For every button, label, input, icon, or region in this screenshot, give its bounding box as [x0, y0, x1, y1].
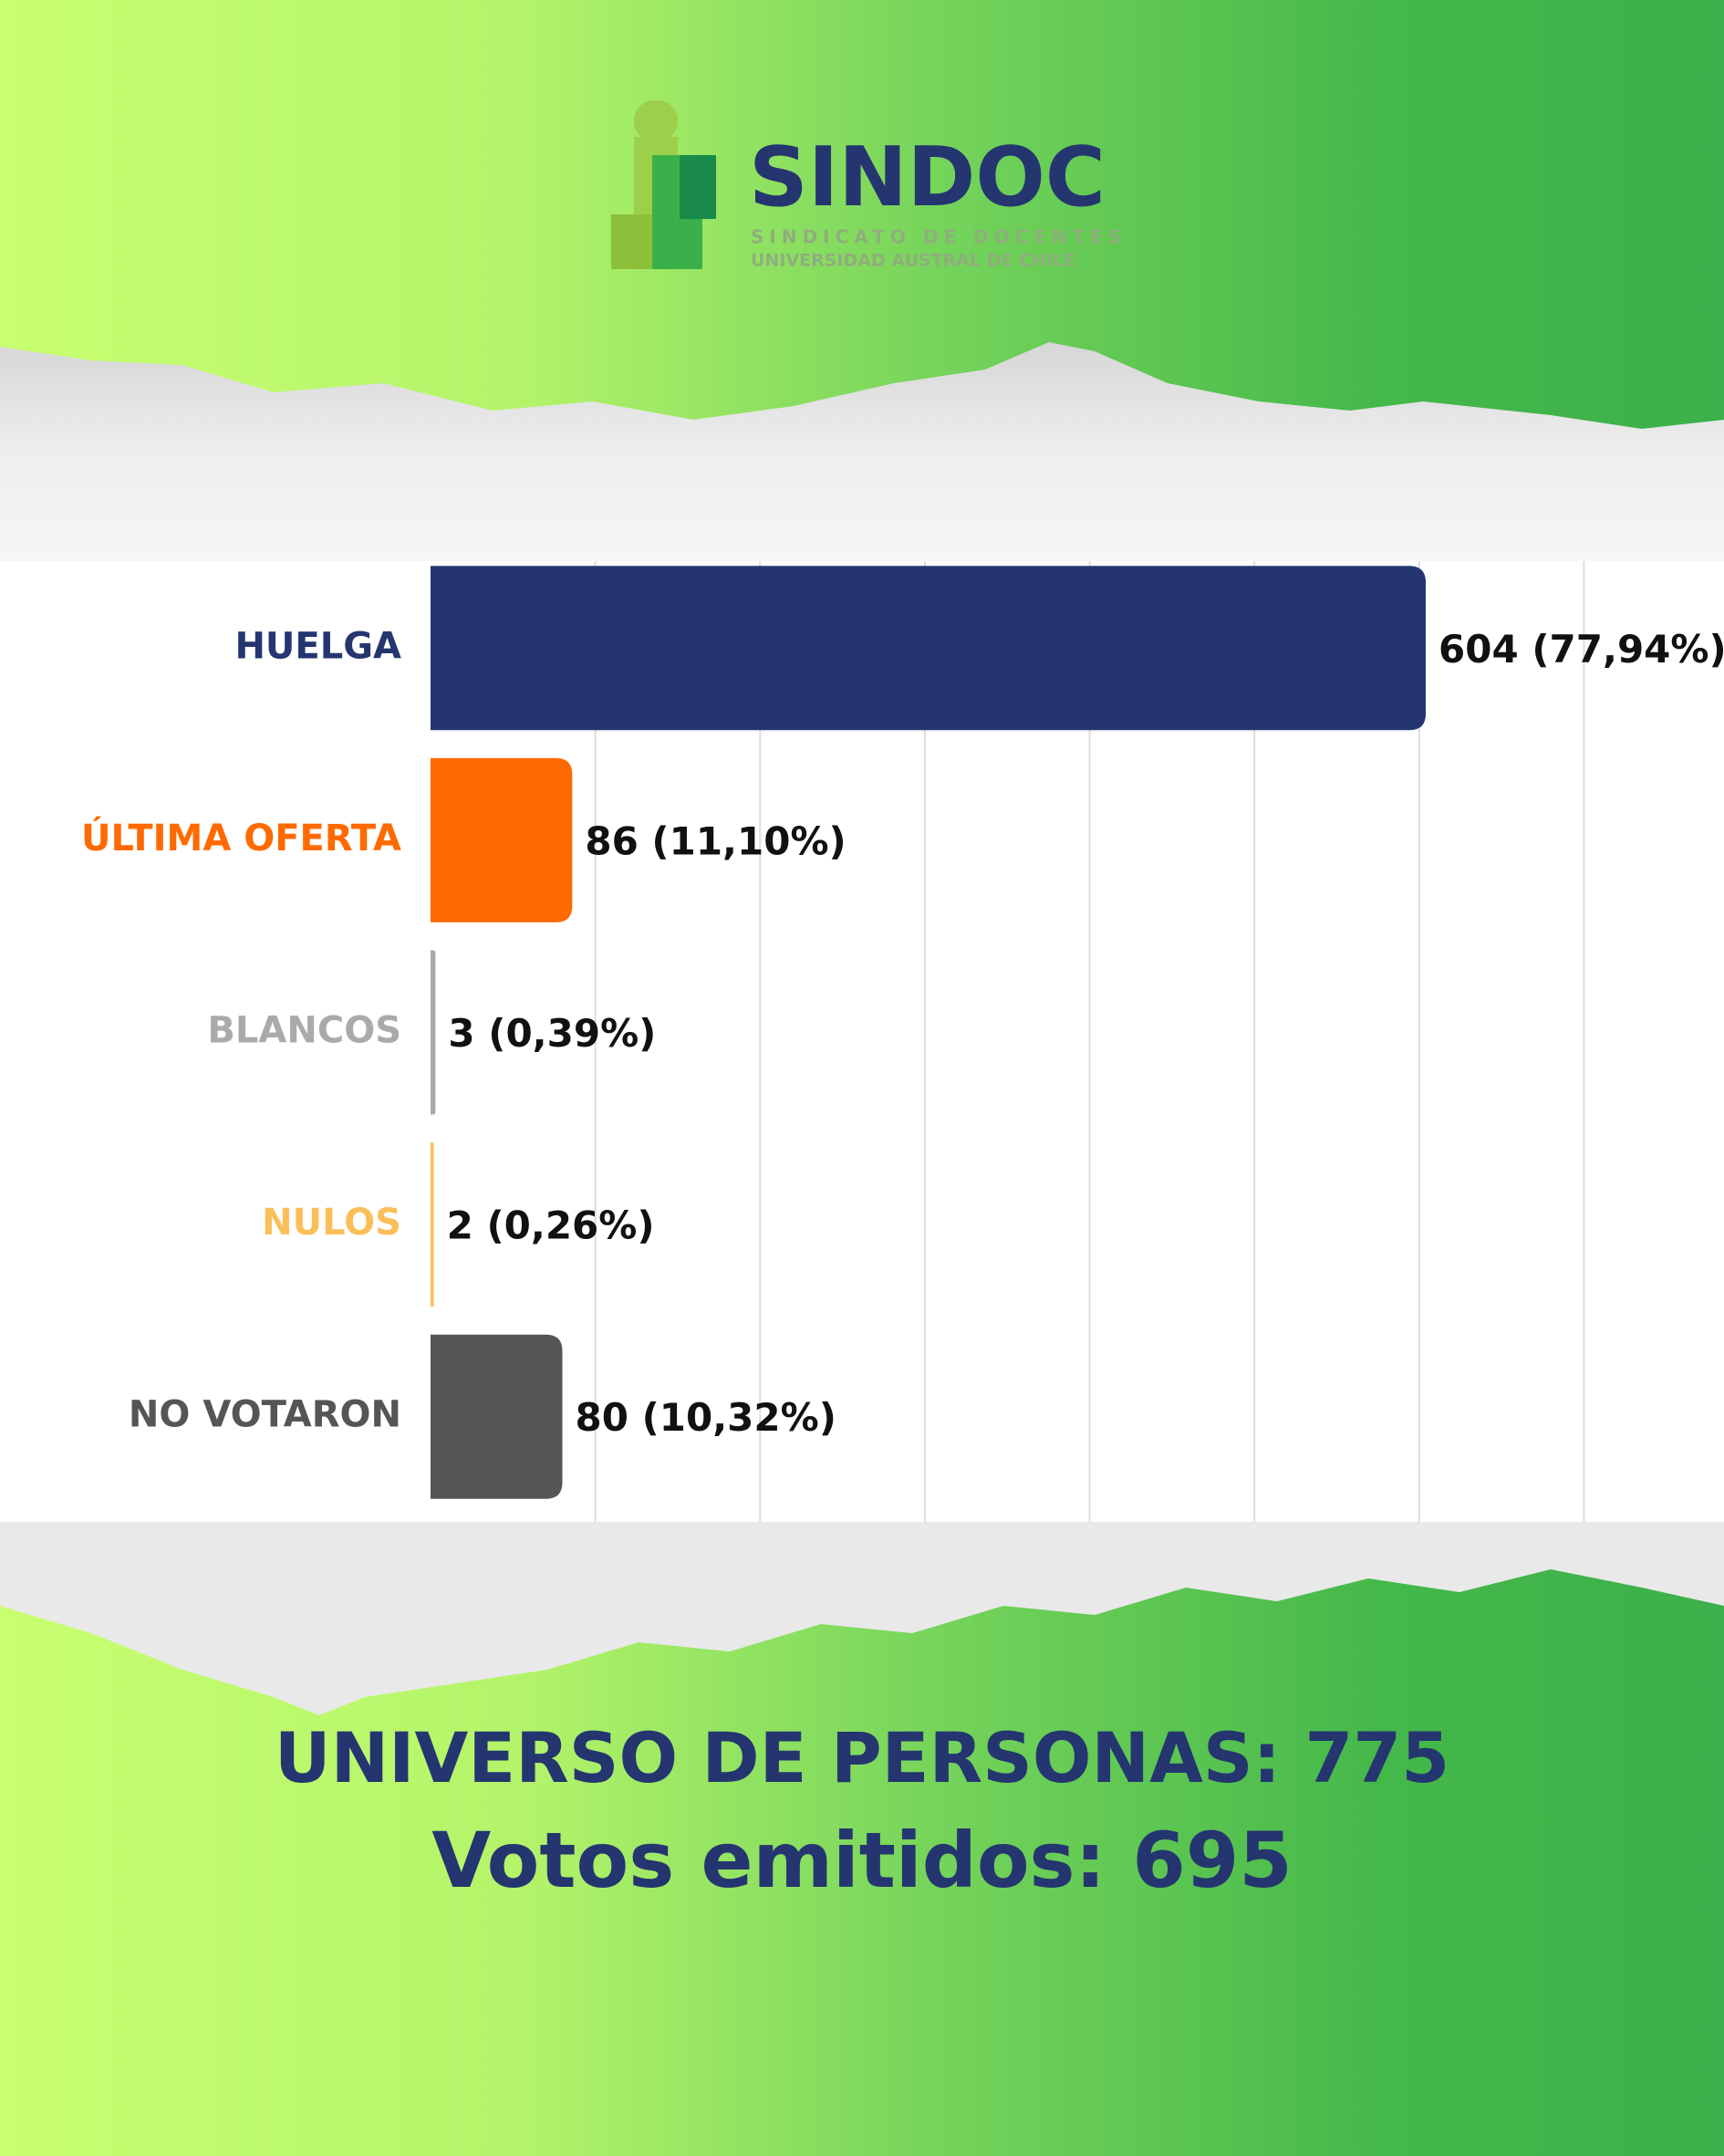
- bar: [431, 1142, 434, 1307]
- footer-line: UNIVERSO DE PERSONAS: 775: [275, 1717, 1449, 1798]
- category-label: HUELGA: [234, 625, 401, 667]
- category-label: ÚLTIMA OFERTA: [81, 816, 401, 859]
- value-label: 80 (10,32%): [576, 1395, 836, 1440]
- value-label: 3 (0,39%): [448, 1011, 656, 1056]
- category-label: NULOS: [262, 1202, 401, 1244]
- footer-line: Votos emitidos: 695: [431, 1816, 1292, 1905]
- torn-paper-bottom: [0, 1522, 1724, 1715]
- torn-paper-top: [0, 342, 1724, 561]
- category-label: NO VOTARON: [129, 1394, 401, 1436]
- chart: HUELGA 604 (77,94%) ÚLTIMA OFERTA 86 (11,10…: [81, 561, 1724, 1522]
- logo-subtitle: SINDICATO DE DOCENTES: [751, 226, 1127, 248]
- logo-icon: [611, 100, 716, 269]
- value-label: 2 (0,26%): [447, 1203, 655, 1248]
- value-label: 86 (11,10%): [585, 818, 846, 863]
- bar: [431, 1334, 563, 1499]
- bar: [431, 757, 573, 922]
- category-label: BLANCOS: [207, 1010, 401, 1052]
- logo-subtitle: UNIVERSIDAD AUSTRAL DE CHILE: [751, 251, 1075, 271]
- value-label: 604 (77,94%): [1438, 627, 1724, 672]
- bar: [431, 950, 436, 1115]
- bar: [431, 566, 1427, 731]
- logo-text: SINDOC: [749, 130, 1106, 225]
